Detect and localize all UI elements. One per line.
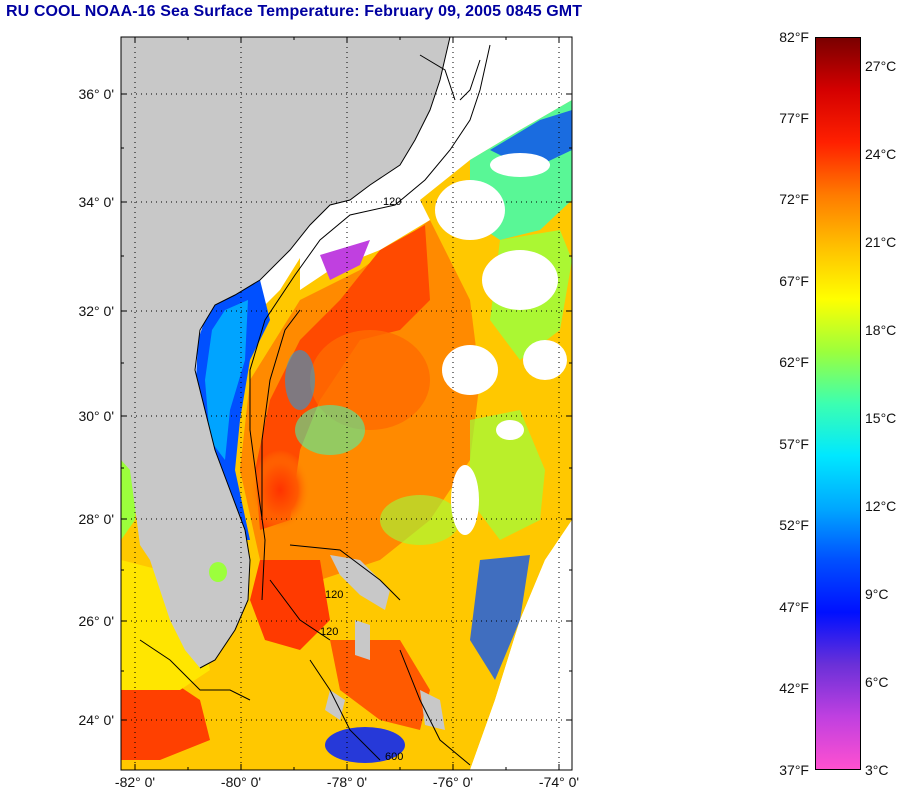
colorbar-c-label: 3°C <box>865 762 889 778</box>
colorbar-f-label: 77°F <box>779 110 809 126</box>
colorbar-f-label: 57°F <box>779 436 809 452</box>
lat-label: 34° 0' <box>78 194 114 210</box>
gulf-stream-core <box>255 225 430 530</box>
colorbar-f-label: 42°F <box>779 680 809 696</box>
isobath-label: 120 <box>320 626 338 638</box>
colorbar-f-label: 37°F <box>779 762 809 778</box>
lon-label: -74° 0' <box>538 774 580 790</box>
lon-label: -76° 0' <box>432 774 474 790</box>
colorbar-f-label: 52°F <box>779 517 809 533</box>
land-mass <box>121 37 450 668</box>
lon-label: -82° 0' <box>114 774 156 790</box>
lat-label: 32° 0' <box>78 303 114 319</box>
coastline <box>194 37 451 669</box>
colorbar <box>815 37 861 770</box>
isobath-label: 600 <box>385 751 403 763</box>
colorbar-c-label: 12°C <box>865 498 897 514</box>
colorbar-c-label: 9°C <box>865 586 889 602</box>
colorbar-c-label: 27°C <box>865 58 897 74</box>
colorbar-c-label: 24°C <box>865 146 897 162</box>
lat-label: 24° 0' <box>78 712 114 728</box>
colorbar-f-label: 82°F <box>779 29 809 45</box>
lon-label: -80° 0' <box>220 774 262 790</box>
colorbar-c-label: 6°C <box>865 674 889 690</box>
bahamas-island <box>330 555 390 610</box>
map-panel: 120 120 600 120 <box>121 37 572 770</box>
lat-label: 30° 0' <box>78 408 114 424</box>
colorbar-f-label: 62°F <box>779 354 809 370</box>
isobath-label: 120 <box>383 196 401 208</box>
colorbar-f-label: 47°F <box>779 599 809 615</box>
isobath-label: 120 <box>325 589 343 601</box>
lat-label: 26° 0' <box>78 613 114 629</box>
cloud-patch <box>435 180 505 240</box>
colorbar-c-label: 15°C <box>865 410 897 426</box>
colorbar-f-label: 67°F <box>779 273 809 289</box>
page-title: RU COOL NOAA-16 Sea Surface Temperature:… <box>6 3 583 20</box>
colorbar-f-label: 72°F <box>779 191 809 207</box>
lat-label: 36° 0' <box>78 86 114 102</box>
graticule <box>121 37 572 770</box>
colorbar-c-label: 18°C <box>865 322 897 338</box>
colorbar-c-label: 21°C <box>865 234 897 250</box>
lat-label: 28° 0' <box>78 511 114 527</box>
lon-label: -78° 0' <box>326 774 368 790</box>
isobath-contour <box>249 44 491 601</box>
